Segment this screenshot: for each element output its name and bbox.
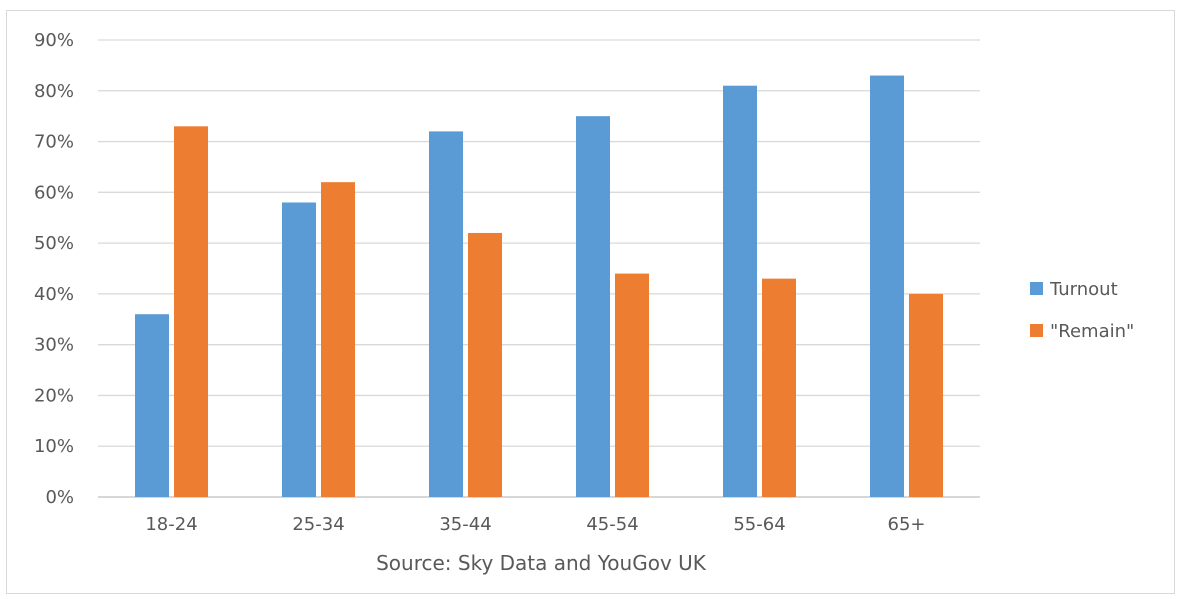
- bar-turnout-45-54: [576, 116, 610, 498]
- y-tick-label: 80%: [34, 81, 74, 102]
- legend: Turnout "Remain": [1030, 279, 1134, 342]
- bars: [135, 75, 943, 498]
- y-tick-label: 0%: [45, 487, 74, 508]
- bar-remain-45-54: [615, 273, 649, 497]
- bar-remain-35-44: [468, 232, 502, 497]
- x-tick-label: 45-54: [586, 514, 638, 535]
- y-tick-label: 60%: [34, 182, 74, 203]
- legend-label: "Remain": [1050, 321, 1134, 342]
- x-axis-ticks: 18-24 25-34 35-44 45-54 55-64 65+: [145, 514, 925, 535]
- bar-turnout-25-34: [282, 202, 316, 497]
- y-tick-label: 20%: [34, 385, 74, 406]
- bar-turnout-18-24: [135, 314, 169, 497]
- x-tick-label: 55-64: [733, 514, 785, 535]
- y-tick-label: 30%: [34, 335, 74, 356]
- bar-remain-18-24: [174, 126, 208, 498]
- x-tick-label: 35-44: [439, 514, 491, 535]
- y-axis-ticks: 0% 10% 20% 30% 40% 50% 60% 70% 80% 90%: [34, 30, 74, 508]
- x-axis-title: Source: Sky Data and YouGov UK: [376, 551, 707, 575]
- bar-remain-25-34: [321, 182, 355, 497]
- x-tick-label: 65+: [888, 514, 926, 535]
- y-tick-label: 10%: [34, 436, 74, 457]
- bar-turnout-55-64: [723, 85, 757, 497]
- x-tick-label: 18-24: [145, 514, 197, 535]
- bar-turnout-35-44: [429, 131, 463, 497]
- x-tick-label: 25-34: [292, 514, 344, 535]
- gridlines: [98, 39, 980, 498]
- legend-swatch: [1030, 282, 1043, 295]
- bar-remain-65plus: [909, 293, 943, 497]
- legend-label: Turnout: [1049, 279, 1118, 300]
- y-tick-label: 50%: [34, 233, 74, 254]
- y-tick-label: 70%: [34, 132, 74, 153]
- legend-swatch: [1030, 324, 1043, 337]
- bar-turnout-65plus: [870, 75, 904, 498]
- y-tick-label: 40%: [34, 284, 74, 305]
- y-tick-label: 90%: [34, 30, 74, 51]
- bar-remain-55-64: [762, 278, 796, 497]
